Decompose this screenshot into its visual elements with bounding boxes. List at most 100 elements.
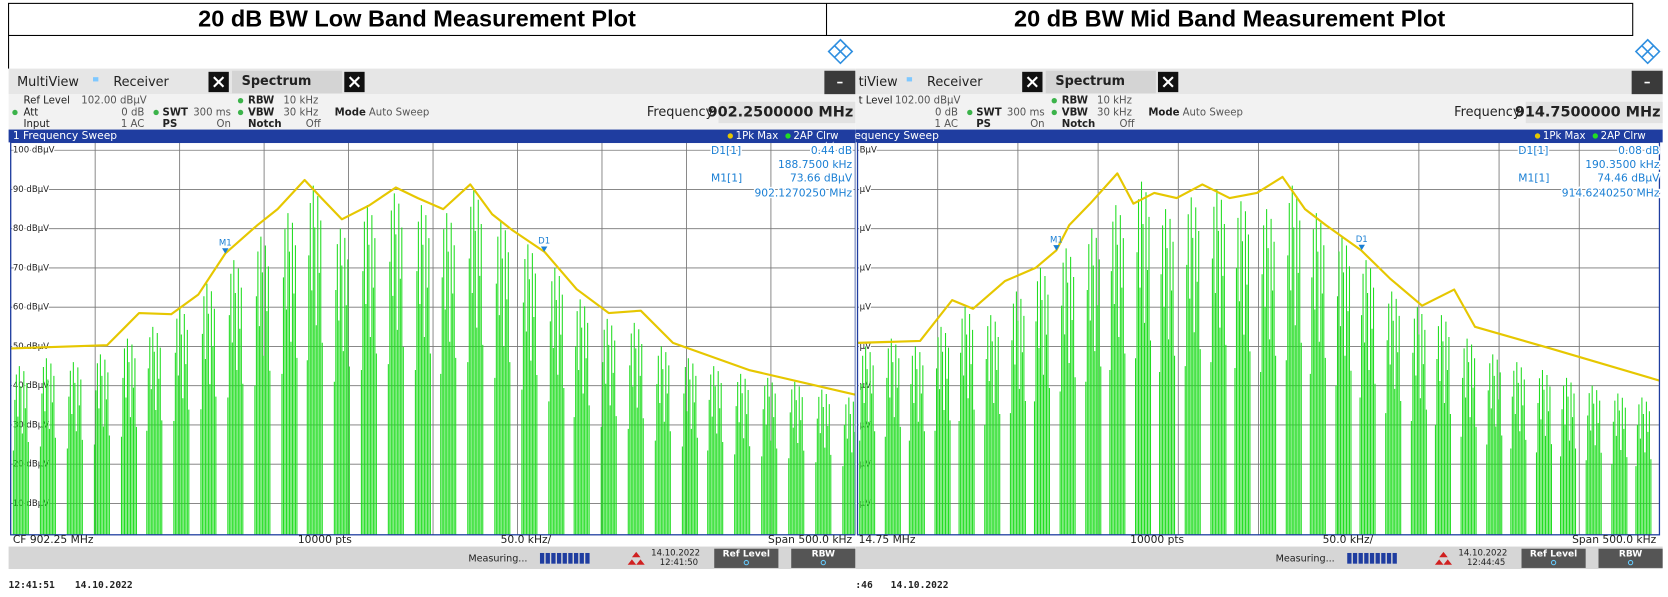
progress-block — [1375, 552, 1380, 564]
status-dot — [153, 109, 159, 116]
frequency-box[interactable] — [1525, 101, 1663, 124]
label: Input — [24, 119, 50, 130]
y-tick-label: BµV — [860, 146, 877, 156]
rbw-button[interactable] — [1598, 548, 1663, 568]
progress-block — [1352, 552, 1358, 564]
label: PS — [976, 119, 991, 130]
clear-write-burst — [859, 346, 876, 535]
label: Measuring... — [1276, 553, 1335, 564]
analyzer-panel: tiView Receiver Spectrum t Level 102.00 dBµV… — [855, 38, 1663, 591]
clear-write-burst — [360, 205, 377, 535]
button-dot — [743, 559, 749, 566]
clear-write-burst — [908, 346, 925, 535]
label: Att — [24, 107, 39, 118]
label: tiView — [859, 75, 898, 90]
readout: 190.3500 kHz — [1585, 158, 1660, 171]
label: Measuring... — [468, 553, 527, 564]
label: 1 Frequency Sweep — [13, 129, 117, 142]
label: 30 kHz — [283, 107, 318, 118]
settings-area — [8, 94, 856, 130]
readout: 0.44 dB — [811, 144, 852, 157]
clear-write-burst — [1260, 209, 1277, 535]
progress-block — [1386, 552, 1392, 564]
label: Off — [306, 119, 322, 130]
trace-dot — [1592, 133, 1598, 139]
readout: D1[1] — [1518, 144, 1548, 157]
frequency-box[interactable] — [718, 101, 856, 124]
clear-write-burst — [173, 307, 190, 535]
frequency-value: 902.2500000 MHz — [708, 104, 854, 120]
ref-level-button[interactable] — [1521, 548, 1586, 568]
y-tick-label: µV — [860, 224, 871, 234]
clear-write-burst — [467, 189, 484, 535]
progress-block — [585, 552, 590, 564]
clear-write-burst — [627, 322, 644, 535]
label: 1 AC — [935, 119, 959, 130]
y-tick-label: 60 dBµV — [13, 303, 49, 313]
clear-write-burst — [1535, 370, 1552, 535]
tab-bar — [8, 68, 856, 95]
trace-label: 2AP Clrw — [1601, 131, 1646, 142]
max-hold-trace — [10, 178, 856, 396]
progress-block — [573, 552, 579, 564]
status-dot — [1051, 98, 1057, 104]
y-tick-label: µV — [860, 303, 871, 313]
spectrum-tab[interactable] — [1045, 70, 1156, 94]
progress-block — [1392, 552, 1397, 564]
marker — [1053, 245, 1060, 251]
clear-write-burst — [1159, 209, 1176, 535]
clear-write-burst — [440, 213, 457, 535]
clear-write-burst — [1385, 291, 1402, 535]
trace-label: 1Pk Max — [1543, 131, 1586, 142]
label: 12:41:50 — [660, 558, 698, 568]
progress-block — [568, 552, 573, 564]
label: 102.00 dBµV — [81, 96, 147, 107]
label: Spectrum — [1055, 74, 1125, 89]
receiver-dot — [93, 77, 99, 82]
logo-icon — [1634, 38, 1661, 65]
plot-frame — [856, 141, 1661, 536]
readout: 902.1270250 MHz — [755, 187, 853, 200]
label: 14.10.2022 — [651, 548, 700, 558]
label: 300 ms — [193, 107, 231, 118]
status-bar — [855, 546, 1663, 570]
trace-label: 2AP Clrw — [793, 131, 838, 142]
label: Ref Level — [1530, 550, 1577, 560]
label: RBW — [1062, 96, 1088, 107]
clear-write-burst — [387, 193, 404, 535]
y-tick-label: µV — [860, 185, 871, 195]
label: 50.0 kHz/ — [1323, 533, 1374, 546]
analyzer-panel: MultiView Receiver Spectrum Ref Level 102.00… — [8, 38, 856, 591]
trace-label: 1Pk Max — [736, 131, 779, 142]
logo-icon — [827, 38, 854, 65]
clear-write-burst — [306, 185, 323, 535]
label: 1 AC — [121, 119, 145, 130]
rbw-button[interactable] — [791, 548, 856, 568]
progress-block — [1347, 552, 1352, 564]
timestamp: 12:41:51 — [9, 580, 55, 591]
ref-level-button[interactable] — [714, 548, 779, 568]
clear-write-burst — [227, 260, 244, 535]
clear-write-burst — [761, 377, 778, 535]
label: 50.0 kHz/ — [501, 533, 552, 546]
button-dot — [1627, 559, 1634, 566]
clear-write-burst — [934, 326, 951, 535]
close-icon — [1162, 76, 1174, 88]
button-dot — [1550, 559, 1557, 566]
spectrum-tab[interactable] — [232, 70, 343, 94]
label: 10000 pts — [1130, 533, 1184, 546]
marker — [222, 248, 229, 254]
label: On — [1030, 119, 1044, 130]
clear-write-burst — [12, 366, 29, 535]
frequency-value: 914.7500000 MHz — [1515, 104, 1661, 120]
trace-dot — [1534, 133, 1541, 139]
label: Frequency — [1454, 105, 1521, 120]
clear-write-burst — [1486, 354, 1503, 535]
label: Off — [1119, 119, 1135, 130]
clear-write-burst — [281, 213, 298, 535]
clear-write-burst — [884, 338, 901, 535]
clear-write-burst — [1085, 228, 1102, 535]
clear-write-burst — [200, 283, 217, 535]
clear-write-burst — [254, 236, 271, 535]
